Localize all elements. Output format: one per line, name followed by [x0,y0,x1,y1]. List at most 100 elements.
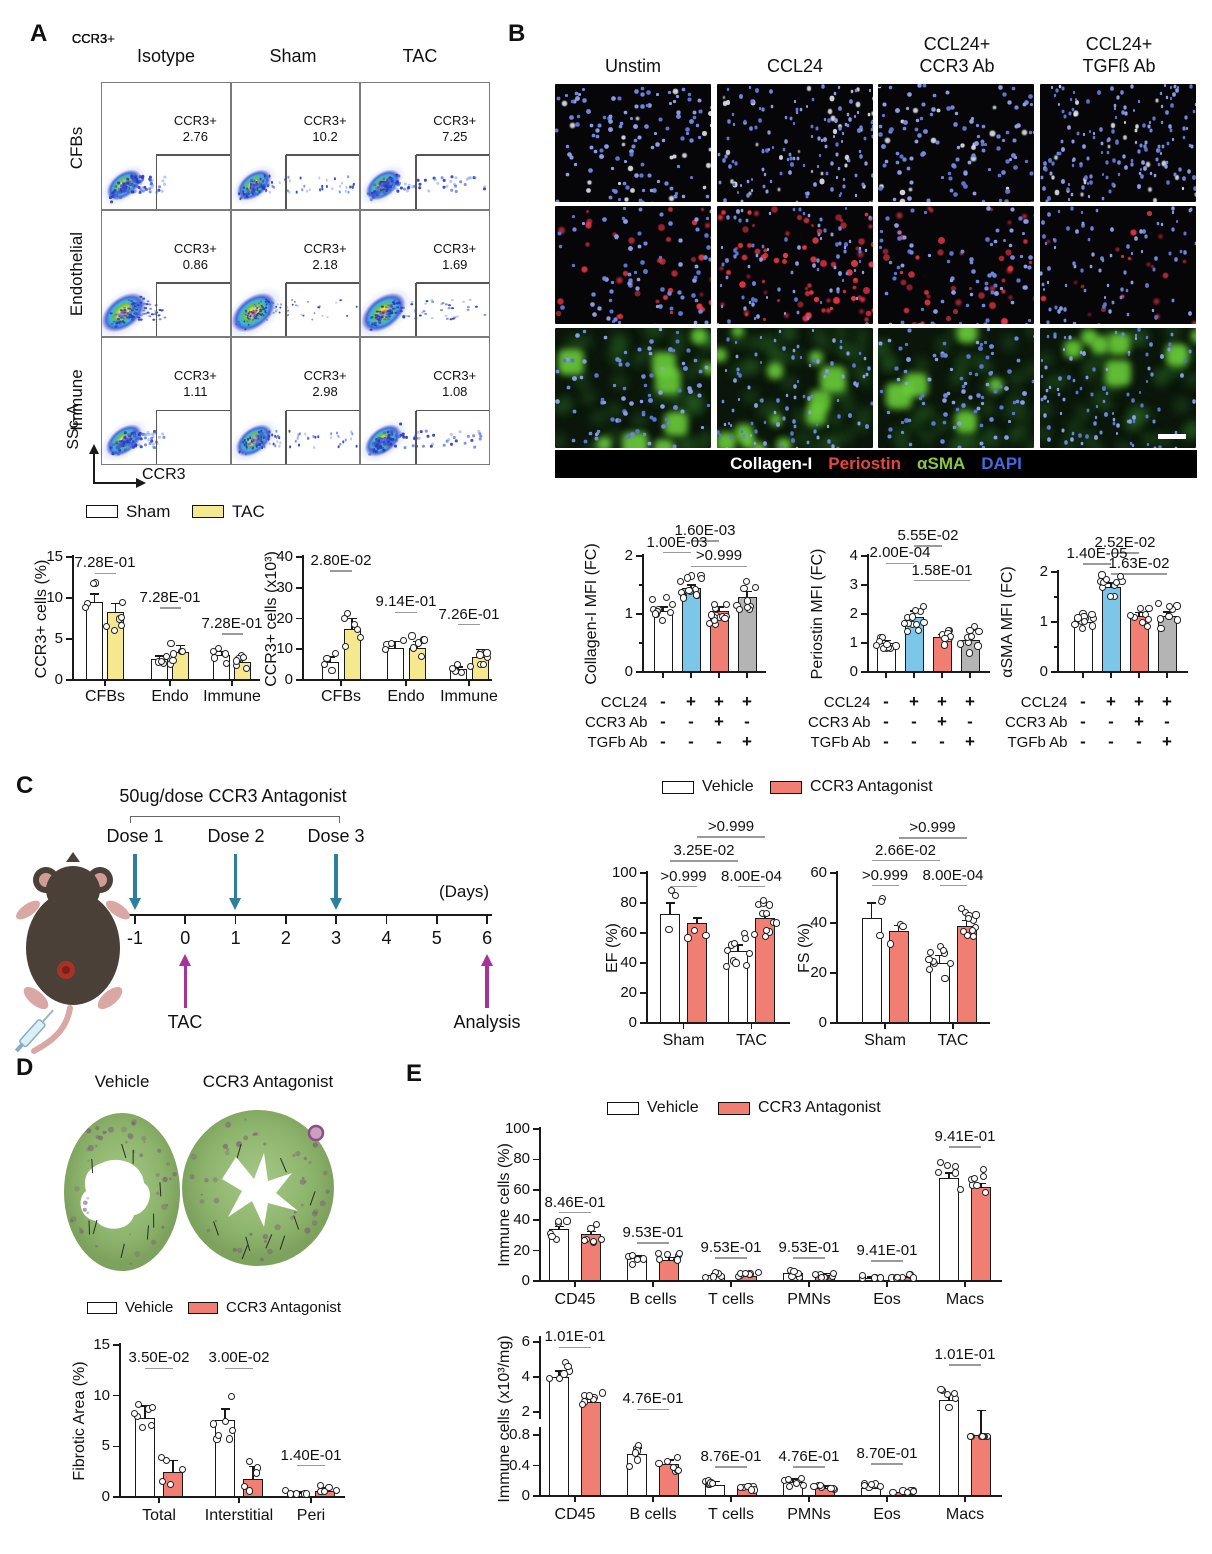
y-tick [830,922,837,924]
condition-symbol: + [909,692,919,711]
x-category-label: T cells [708,1506,754,1523]
bar [929,963,950,1023]
p-value-line [663,551,691,554]
timeline-tick [285,915,287,924]
scatter-dots [232,338,235,341]
y-tick [533,1341,540,1343]
data-point [792,1479,800,1487]
data-point [593,1220,601,1229]
x-axis [837,1021,990,1025]
gate-label: CCR3+ [433,240,477,256]
data-point [211,654,219,662]
data-point [408,632,416,640]
dose-1-label: Dose 1 [106,826,164,846]
data-point [111,627,119,635]
p-value-label: 1.00E-03 [646,533,708,551]
heart-label-vehicle: Vehicle [94,1072,150,1091]
data-point [1136,604,1144,612]
x-tick [158,1497,160,1503]
flow-row-header-cfbs: CFBs [67,126,86,170]
data-point [886,940,894,948]
data-point [762,910,770,918]
data-point [388,640,396,648]
x-tick [886,1496,888,1502]
p-value-label: 8.46E-01 [544,1193,606,1211]
bar [107,611,124,680]
x-tick [1082,672,1084,678]
micro-col-header-ccr3ab-line2: CCR3 Ab [919,56,995,76]
y-tick [533,1189,540,1191]
y-tick-label: 80 [620,894,637,911]
data-point [166,1481,174,1489]
condition-symbol: - [1080,732,1086,751]
data-point [586,1392,594,1400]
gate-label: CCR3+ [71,30,115,46]
data-point [1155,600,1163,608]
x-tick [718,672,720,678]
data-point [974,642,982,650]
y-tick-label: 0 [521,1487,530,1504]
error-bar [938,955,941,963]
p-value-line [914,545,942,547]
data-point [214,1431,222,1439]
condition-symbol: - [660,732,666,751]
p-value-label: 2.80E-02 [310,551,372,569]
gate-label: CCR3+ [71,30,115,46]
y-tick [830,1022,837,1024]
data-point [1102,575,1110,583]
data-point [674,1454,682,1462]
scatter-dots [102,338,105,341]
micro-col-header-ccr3ab-line1: CCL24+ [923,34,991,54]
y-minor-tick [639,584,643,586]
data-point [658,616,667,624]
flow-cell: CCR3+ 7.25 [360,82,491,210]
p-value-line [458,623,480,626]
x-tick [310,1497,312,1503]
error-bar-cap [935,954,944,957]
data-point [632,1449,640,1457]
y-tick [640,902,647,904]
data-point [701,1274,709,1282]
timeline-tick [184,915,187,924]
dapi-nuclei-layer [1040,328,1043,331]
error-bar-cap [733,944,743,946]
p-value-line [898,837,967,839]
y-tick [1051,621,1058,623]
data-point [629,1251,637,1259]
error-bar-cap [820,1272,830,1275]
dose-arrow [133,854,137,898]
error-bar [558,1370,560,1377]
y-axis-label: Collagen-I MFI (FC) [583,543,600,685]
timeline-tick-label: 6 [482,928,493,948]
error-bar [220,651,223,656]
flow-cell: CCR3+ 1.11 [101,337,231,466]
condition-symbol: + [1162,692,1172,711]
y-tick-label: 80 [513,1150,530,1168]
data-point [555,1375,564,1383]
y-tick-label: 40 [810,914,827,931]
p-value-line [871,884,899,887]
x-category-label: Immune [203,688,261,705]
bar [737,596,757,672]
timeline-tick-label: 1 [230,928,241,948]
error-bar [668,1257,670,1260]
data-point [709,1273,717,1281]
gate-line-vertical [155,155,158,209]
data-point [665,925,673,933]
data-point [242,664,250,673]
data-point [178,1466,187,1474]
bar [728,951,748,1023]
condition-symbol: - [883,712,889,731]
data-point [940,946,948,955]
data-point [745,949,753,957]
data-point [157,658,165,666]
data-point [763,926,771,935]
y-tick [636,613,643,615]
data-point [956,1185,964,1194]
y-tick [296,556,303,558]
stain-legend-dapi: DAPI [981,454,1022,473]
data-point [951,1162,959,1171]
data-point [900,620,909,628]
heart-histology-images [64,1110,334,1271]
y-tick-label: 1 [624,605,633,622]
